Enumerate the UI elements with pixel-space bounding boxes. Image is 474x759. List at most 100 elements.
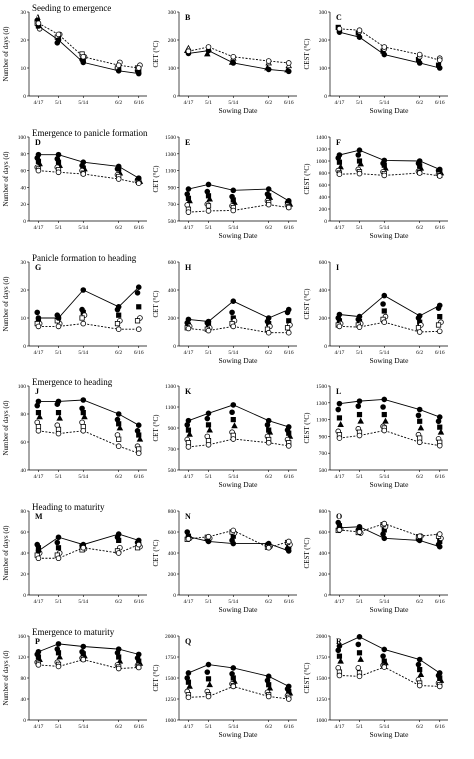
panel-letter: A <box>35 13 41 22</box>
series-point <box>436 670 443 676</box>
x-tick-label: 5/14 <box>228 350 238 356</box>
scatter-point <box>185 427 192 433</box>
row-title: Emergence to maturity <box>32 627 115 637</box>
y-tick-label: 500 <box>168 219 177 225</box>
scatter-point <box>136 432 142 438</box>
x-tick-label: 6/2 <box>416 724 423 730</box>
series-point <box>336 435 343 441</box>
x-tick-label: 5/14 <box>228 100 238 106</box>
series-point <box>265 58 272 64</box>
y-axis-label: Number of days (d) <box>2 26 10 82</box>
y-tick-label: 80 <box>21 152 27 158</box>
series-point <box>381 427 388 434</box>
series-point <box>135 450 142 457</box>
y-axis-label: CET (°C) <box>152 290 160 318</box>
series-point <box>80 53 87 60</box>
series-point <box>416 439 423 446</box>
series-point <box>80 427 87 434</box>
scatter-point <box>337 163 344 170</box>
x-tick-label: 5/1 <box>55 599 62 605</box>
series-point <box>416 329 423 335</box>
x-tick-label: 5/14 <box>78 599 88 605</box>
scatter-point <box>336 415 343 421</box>
series-line <box>38 286 140 319</box>
panel-letter: O <box>336 512 342 521</box>
panel-letter: B <box>185 13 191 22</box>
y-tick-label: 20 <box>21 288 27 294</box>
x-tick-label: 5/1 <box>205 100 212 106</box>
series-line <box>38 170 139 184</box>
x-tick-label: 5/1 <box>55 724 62 730</box>
scatter-point <box>116 312 122 318</box>
x-tick-label: 6/16 <box>435 100 445 106</box>
series-point <box>336 400 343 407</box>
scatter-point <box>204 415 211 422</box>
series-point <box>356 523 363 530</box>
x-tick-label: 5/14 <box>228 599 238 605</box>
series-point <box>35 167 42 174</box>
y-tick-label: 0 <box>324 593 327 599</box>
y-tick-label: 0 <box>173 593 176 599</box>
scatter-point <box>230 416 236 423</box>
series-point <box>265 186 272 192</box>
y-tick-label: 1200 <box>316 147 327 153</box>
x-tick-label: 4/17 <box>335 225 345 231</box>
y-tick-label: 1500 <box>165 676 176 682</box>
x-axis-label: Sowing Date <box>370 231 410 240</box>
panel-letter: H <box>185 263 192 272</box>
series-point <box>381 520 388 527</box>
panel-m: 0 20 40 60 80 4/17 5/1 5/14 6/2 6/16 Number of day… <box>2 502 147 605</box>
y-tick-label: 400 <box>319 288 328 294</box>
scatter-point <box>284 325 291 331</box>
series-point <box>115 411 122 417</box>
series-point <box>55 31 62 38</box>
y-tick-label: 1750 <box>165 655 176 661</box>
x-tick-label: 4/17 <box>184 350 194 356</box>
series-point <box>205 44 212 50</box>
y-tick-label: 80 <box>21 412 27 418</box>
series-point <box>436 328 443 335</box>
y-tick-label: 1250 <box>165 697 176 703</box>
y-tick-label: 300 <box>168 10 177 16</box>
series-point <box>265 417 272 424</box>
scatter-point <box>36 413 43 420</box>
x-tick-label: 6/2 <box>265 225 272 231</box>
x-axis-label: Sowing Date <box>219 605 259 614</box>
y-tick-label: 100 <box>168 66 177 72</box>
series-point <box>55 534 62 541</box>
y-tick-label: 40 <box>21 697 27 703</box>
x-tick-label: 6/16 <box>134 474 144 480</box>
x-tick-label: 6/2 <box>265 100 272 106</box>
y-tick-label: 200 <box>168 316 177 322</box>
series-point <box>35 548 42 554</box>
scatter-point <box>206 426 213 433</box>
x-tick-label: 5/14 <box>78 474 88 480</box>
series-point <box>115 303 122 310</box>
scatter-point <box>114 320 121 327</box>
x-axis-label: Sowing Date <box>219 480 259 489</box>
y-tick-label: 1000 <box>316 718 327 724</box>
series-line <box>339 523 440 537</box>
x-tick-label: 4/17 <box>34 350 44 356</box>
series-line <box>38 533 139 552</box>
series-point <box>285 198 292 204</box>
series-point <box>285 329 292 336</box>
y-tick-label: 400 <box>319 195 328 201</box>
scatter-point <box>186 682 193 689</box>
series-point <box>416 682 423 689</box>
series-line <box>188 325 289 334</box>
series-line <box>339 149 440 170</box>
series-line <box>339 526 440 548</box>
y-axis-label: CEST (°C) <box>303 537 311 569</box>
series-point <box>336 311 343 318</box>
scatter-point <box>357 417 364 424</box>
panel-q: 1000 1250 1500 1750 2000 4/17 5/1 5/14 6/2 6/16 CE… <box>152 634 297 739</box>
x-tick-label: 5/14 <box>78 100 88 106</box>
panel-letter: M <box>35 512 43 521</box>
x-axis-label: Sowing Date <box>219 106 259 115</box>
x-tick-label: 4/17 <box>184 474 194 480</box>
y-tick-label: 900 <box>168 426 177 432</box>
panel-d: 0 20 40 60 80 100 4/17 5/1 5/14 6/2 6/16 Number of … <box>2 128 148 231</box>
y-tick-label: 700 <box>168 447 177 453</box>
